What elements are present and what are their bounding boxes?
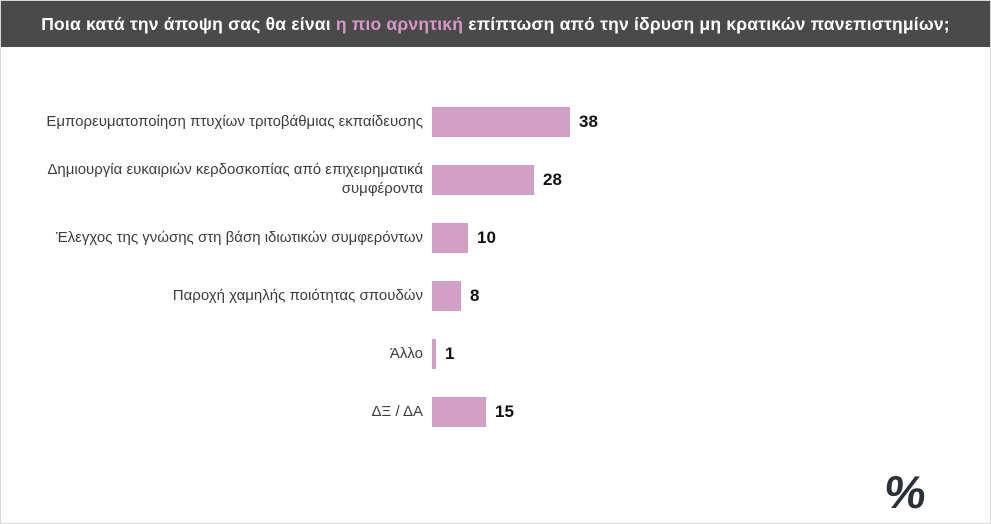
category-label: ΔΞ / ΔΑ bbox=[371, 402, 423, 420]
chart-row: Δημιουργία ευκαιριών κερδοσκοπίας από επ… bbox=[1, 151, 990, 209]
value-label: 10 bbox=[477, 228, 496, 247]
bar-area: 38 bbox=[432, 107, 598, 137]
value-label: 38 bbox=[579, 112, 598, 131]
question-title: Ποια κατά την άποψη σας θα είναι η πιο α… bbox=[41, 14, 950, 35]
category-label: Παροχή χαμηλής ποιότητας σπουδών bbox=[172, 286, 423, 304]
value-label: 1 bbox=[445, 344, 455, 363]
question-title-highlight: η πιο αρνητική bbox=[335, 13, 464, 34]
category-label: Άλλο bbox=[389, 344, 423, 362]
question-header: Ποια κατά την άποψη σας θα είναι η πιο α… bbox=[1, 1, 990, 47]
bar bbox=[432, 339, 436, 369]
bar-area: 1 bbox=[432, 339, 454, 369]
category-label: Δημιουργία ευκαιριών κερδοσκοπίας από επ… bbox=[47, 161, 423, 197]
bar bbox=[432, 165, 534, 195]
percent-logo-icon: % bbox=[882, 466, 929, 518]
bar bbox=[432, 281, 461, 311]
chart-row: Άλλο 1 bbox=[1, 325, 990, 383]
chart-row: Εμπορευματοποίηση πτυχίων τριτοβάθμιας ε… bbox=[1, 93, 990, 151]
value-label: 28 bbox=[543, 170, 562, 189]
question-title-prefix: Ποια κατά την άποψη σας θα είναι bbox=[41, 13, 336, 34]
chart-row: Έλεγχος της γνώσης στη βάση ιδιωτικών συ… bbox=[1, 209, 990, 267]
question-title-suffix: επίπτωση από την ίδρυση μη κρατικών πανε… bbox=[463, 13, 950, 34]
bar bbox=[432, 223, 468, 253]
bar-area: 15 bbox=[432, 397, 514, 427]
bar bbox=[432, 107, 570, 137]
bar-area: 10 bbox=[432, 223, 496, 253]
bar-area: 8 bbox=[432, 281, 479, 311]
bar-area: 28 bbox=[432, 165, 562, 195]
value-label: 8 bbox=[470, 286, 480, 305]
chart-row: ΔΞ / ΔΑ 15 bbox=[1, 383, 990, 441]
bar-chart: Εμπορευματοποίηση πτυχίων τριτοβάθμιας ε… bbox=[1, 93, 990, 441]
category-label: Εμπορευματοποίηση πτυχίων τριτοβάθμιας ε… bbox=[46, 112, 423, 130]
category-label: Έλεγχος της γνώσης στη βάση ιδιωτικών συ… bbox=[55, 228, 423, 246]
chart-row: Παροχή χαμηλής ποιότητας σπουδών 8 bbox=[1, 267, 990, 325]
value-label: 15 bbox=[495, 402, 514, 421]
bar bbox=[432, 397, 486, 427]
